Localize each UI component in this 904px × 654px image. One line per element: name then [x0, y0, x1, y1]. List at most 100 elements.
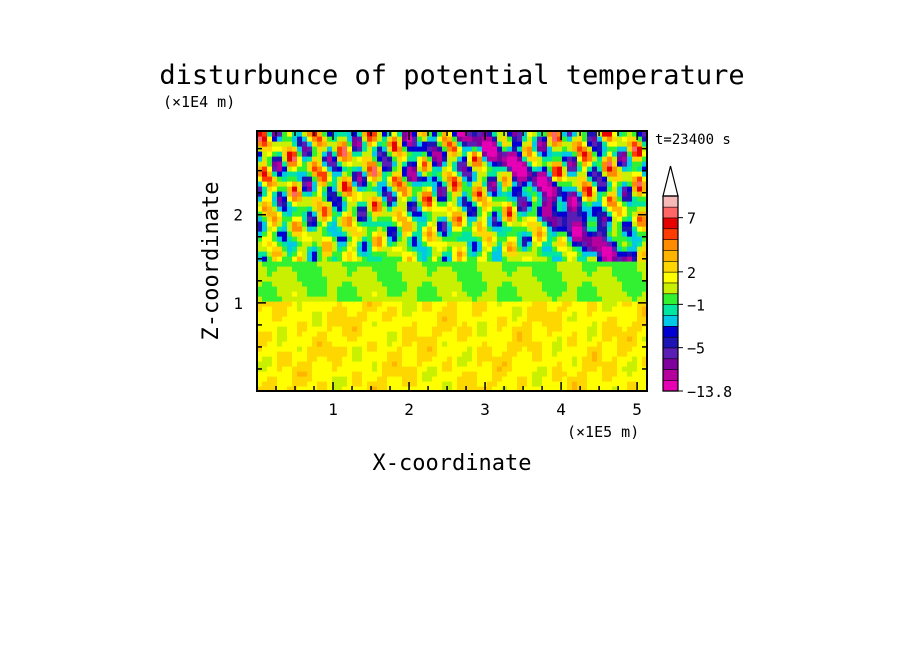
x-tick-label: 1 [328, 400, 338, 419]
heatmap-cell [532, 331, 538, 337]
heatmap-cell [442, 371, 448, 377]
heatmap-cell [342, 146, 348, 152]
heatmap-cell [582, 196, 588, 202]
heatmap-cell [592, 336, 598, 342]
heatmap-cell [497, 381, 503, 387]
heatmap-cell [477, 176, 483, 182]
heatmap-cell [367, 136, 373, 142]
heatmap-cell [452, 181, 458, 187]
heatmap-cell [582, 141, 588, 147]
heatmap-cell [417, 386, 423, 392]
heatmap-cell [607, 201, 613, 207]
heatmap-cell [582, 316, 588, 322]
heatmap-cell [407, 206, 413, 212]
heatmap-cell [452, 201, 458, 207]
heatmap-cell [452, 311, 458, 317]
heatmap-cell [402, 216, 408, 222]
heatmap-cell [492, 166, 498, 172]
heatmap-cell [597, 336, 603, 342]
heatmap-cell [372, 231, 378, 237]
heatmap-cell [437, 261, 443, 267]
heatmap-cell [387, 336, 393, 342]
heatmap-cell [542, 151, 548, 157]
heatmap-cell [372, 136, 378, 142]
heatmap-cell [512, 131, 518, 137]
heatmap-cell [427, 226, 433, 232]
heatmap-cell [467, 151, 473, 157]
heatmap-cell [372, 321, 378, 327]
heatmap-cell [502, 146, 508, 152]
heatmap-cell [552, 341, 558, 347]
heatmap-cell [347, 246, 353, 252]
heatmap-cell [612, 346, 618, 352]
heatmap-cell [457, 311, 463, 317]
heatmap-cell [417, 241, 423, 247]
heatmap-cell [637, 331, 643, 337]
heatmap-cell [317, 206, 323, 212]
heatmap-cell [317, 156, 323, 162]
heatmap-cell [312, 161, 318, 167]
heatmap-cell [407, 386, 413, 392]
heatmap-cell [622, 376, 628, 382]
heatmap-cell [282, 346, 288, 352]
heatmap-cell [267, 266, 273, 272]
heatmap-cell [372, 271, 378, 277]
heatmap-cell [472, 326, 478, 332]
heatmap-cell [417, 171, 423, 177]
heatmap-cell [332, 161, 338, 167]
heatmap-cell [342, 191, 348, 197]
heatmap-cell [567, 216, 573, 222]
heatmap-cell [442, 231, 448, 237]
heatmap-cell [297, 221, 303, 227]
heatmap-cell [552, 231, 558, 237]
heatmap-cell [392, 296, 398, 302]
heatmap-cell [412, 336, 418, 342]
heatmap-cell [257, 351, 263, 357]
heatmap-cell [447, 286, 453, 292]
heatmap-cell [372, 236, 378, 242]
heatmap-cell [407, 196, 413, 202]
heatmap-cell [277, 231, 283, 237]
heatmap-cell [287, 176, 293, 182]
heatmap-cell [412, 146, 418, 152]
heatmap-cell [477, 331, 483, 337]
heatmap-cell [492, 171, 498, 177]
heatmap-cell [257, 361, 263, 367]
heatmap-cell [377, 236, 383, 242]
heatmap-cell [442, 211, 448, 217]
heatmap-cell [452, 186, 458, 192]
heatmap-cell [457, 166, 463, 172]
heatmap-cell [297, 331, 303, 337]
heatmap-cell [592, 331, 598, 337]
heatmap-cell [547, 211, 553, 217]
heatmap-cell [627, 306, 633, 312]
heatmap-cell [547, 276, 553, 282]
heatmap-cell [522, 236, 528, 242]
heatmap-cell [272, 381, 278, 387]
heatmap-cell [522, 226, 528, 232]
heatmap-cell [292, 291, 298, 297]
heatmap-cell [572, 131, 578, 137]
heatmap-cell [497, 256, 503, 262]
heatmap-cell [602, 311, 608, 317]
heatmap-cell [387, 231, 393, 237]
heatmap-cell [352, 326, 358, 332]
heatmap-cell [337, 371, 343, 377]
heatmap-cell [282, 276, 288, 282]
heatmap-cell [637, 276, 643, 282]
heatmap-cell [507, 161, 513, 167]
heatmap-cell [317, 341, 323, 347]
heatmap-cell [292, 236, 298, 242]
heatmap-cell [392, 231, 398, 237]
heatmap-cell [622, 251, 628, 257]
heatmap-cell [287, 326, 293, 332]
heatmap-cell [592, 296, 598, 302]
heatmap-cell [472, 301, 478, 307]
heatmap-cell [432, 231, 438, 237]
heatmap-cell [582, 276, 588, 282]
heatmap-cell [637, 176, 643, 182]
heatmap-cell [292, 301, 298, 307]
heatmap-cell [522, 346, 528, 352]
heatmap-cell [432, 366, 438, 372]
heatmap-cell [317, 221, 323, 227]
